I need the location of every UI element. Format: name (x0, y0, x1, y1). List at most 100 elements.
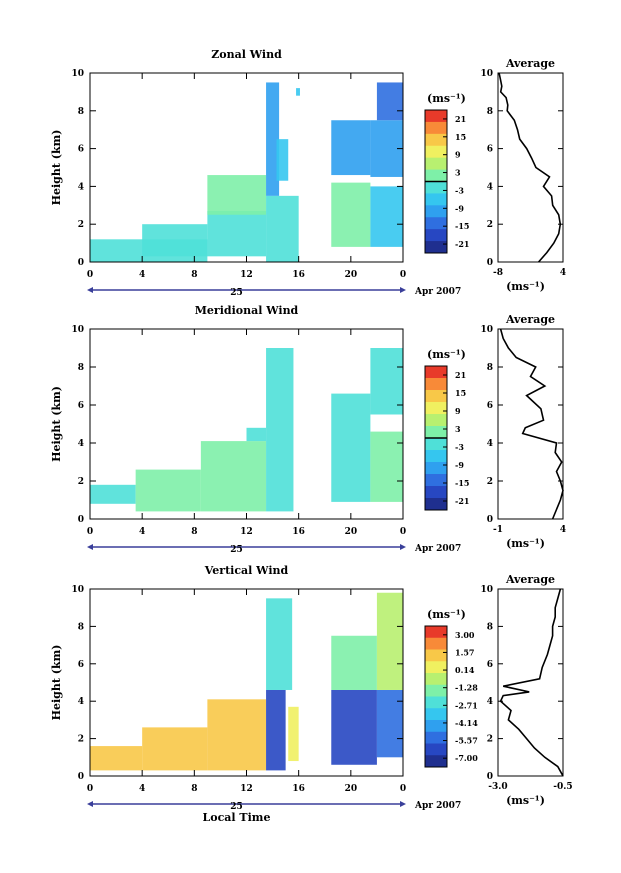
x-tick-label: 20 (345, 270, 358, 280)
x-tick-label: 4 (139, 270, 145, 280)
profile-x-tick-label: -0.5 (553, 782, 572, 792)
colorbar-segment (425, 462, 447, 475)
profile-x-tick-label: -1 (493, 525, 503, 535)
day-label: 25 (230, 802, 243, 812)
y-tick-label: 4 (78, 697, 84, 707)
colorbar-segment (425, 673, 447, 686)
heatmap-cell (331, 393, 371, 502)
colorbar-segment (425, 193, 447, 206)
y-tick-label: 8 (78, 622, 84, 632)
heatmap-cell (370, 431, 403, 502)
colorbar-segment (425, 414, 447, 427)
x-tick-label: 0 (400, 784, 406, 794)
colorbar-segment (425, 637, 447, 650)
time-bar-right-arrow (400, 287, 406, 293)
heatmap-cell (276, 139, 289, 181)
colorbar-segment (425, 390, 447, 403)
colorbar-tick-label: -15 (455, 478, 469, 488)
x-tick-label: 16 (292, 270, 305, 280)
y-tick-label: 2 (78, 735, 84, 745)
x-tick-label: 20 (345, 527, 358, 537)
profile-y-tick-label: 8 (487, 622, 493, 632)
colorbar-tick-label: 1.57 (455, 647, 474, 657)
colorbar-segment (425, 133, 447, 147)
x-tick-label: 16 (292, 527, 305, 537)
date-label: Apr 2007 (414, 287, 461, 297)
colorbar-tick-label: 9 (455, 406, 461, 416)
profile-y-tick-label: 10 (480, 69, 493, 79)
chart-title: Zonal Wind (211, 48, 282, 61)
profile-x-label: (ms⁻¹) (506, 537, 545, 550)
colorbar-segment (425, 366, 447, 379)
colorbar-tick-label: -15 (455, 221, 469, 231)
profile-x-tick-label: -8 (493, 268, 503, 278)
x-tick-label: 0 (400, 270, 406, 280)
colorbar-segment (425, 378, 447, 391)
profile-y-tick-label: 4 (487, 697, 493, 707)
heatmap-cell (331, 182, 371, 247)
profile-frame (497, 588, 564, 777)
profile-y-tick-label: 8 (487, 363, 493, 373)
profile-line (498, 72, 562, 263)
y-tick-label: 0 (78, 772, 84, 782)
time-bar-right-arrow (400, 801, 406, 807)
colorbar-tick-label: 21 (455, 114, 466, 124)
chart-title: Vertical Wind (204, 564, 289, 577)
y-tick-label: 10 (71, 69, 84, 79)
heatmap-cell (376, 592, 403, 690)
colorbar-segment (425, 755, 447, 768)
colorbar-tick-label: -9 (455, 203, 464, 213)
heatmap-cell (246, 427, 267, 442)
heatmap-cell (207, 210, 267, 257)
x-axis-label: Local Time (203, 811, 271, 824)
x-tick-label: 0 (87, 527, 93, 537)
profile-x-tick-label: 4 (560, 525, 566, 535)
x-tick-label: 12 (240, 784, 253, 794)
profile-line (499, 328, 564, 520)
colorbar-tick-label: -5.57 (455, 736, 478, 746)
y-tick-label: 0 (78, 258, 84, 268)
profile-x-tick-label: 4 (560, 268, 566, 278)
profile-y-tick-label: 2 (487, 477, 493, 487)
date-label: Apr 2007 (414, 801, 461, 811)
x-tick-label: 0 (87, 784, 93, 794)
heatmap-cell (135, 469, 201, 512)
y-tick-label: 10 (71, 325, 84, 335)
heatmap-cell (296, 88, 300, 96)
profile-y-tick-label: 2 (487, 220, 493, 230)
x-tick-label: 8 (191, 270, 197, 280)
colorbar-tick-label: 9 (455, 150, 461, 160)
colorbar-segment (425, 486, 447, 499)
colorbar-segment (425, 743, 447, 756)
profile-frame (497, 72, 564, 263)
colorbar-tick-label: 15 (455, 132, 466, 142)
colorbar-segment (425, 661, 447, 674)
time-bar-left-arrow (87, 544, 93, 550)
x-tick-label: 12 (240, 527, 253, 537)
x-tick-label: 4 (139, 784, 145, 794)
colorbar-segment (425, 402, 447, 415)
colorbar-segment (425, 145, 447, 159)
heatmap-cell (142, 727, 208, 771)
profile-title: Average (505, 57, 555, 70)
colorbar-tick-label: -2.71 (455, 700, 478, 710)
profile-x-label: (ms⁻¹) (506, 280, 545, 293)
colorbar-tick-label: -21 (455, 239, 469, 249)
colorbar-tick-label: 3.00 (455, 630, 475, 640)
colorbar-tick-label: 0.14 (455, 665, 475, 675)
date-label: Apr 2007 (414, 544, 461, 554)
profile-y-tick-label: 6 (487, 401, 493, 411)
x-tick-label: 16 (292, 784, 305, 794)
y-tick-label: 2 (78, 477, 84, 487)
heatmap-cell (90, 746, 143, 771)
x-tick-label: 12 (240, 270, 253, 280)
colorbar-tick-label: -3 (455, 185, 464, 195)
time-bar-right-arrow (400, 544, 406, 550)
heatmap-cell (266, 348, 294, 512)
time-bar-left-arrow (87, 801, 93, 807)
y-tick-label: 6 (78, 660, 84, 670)
